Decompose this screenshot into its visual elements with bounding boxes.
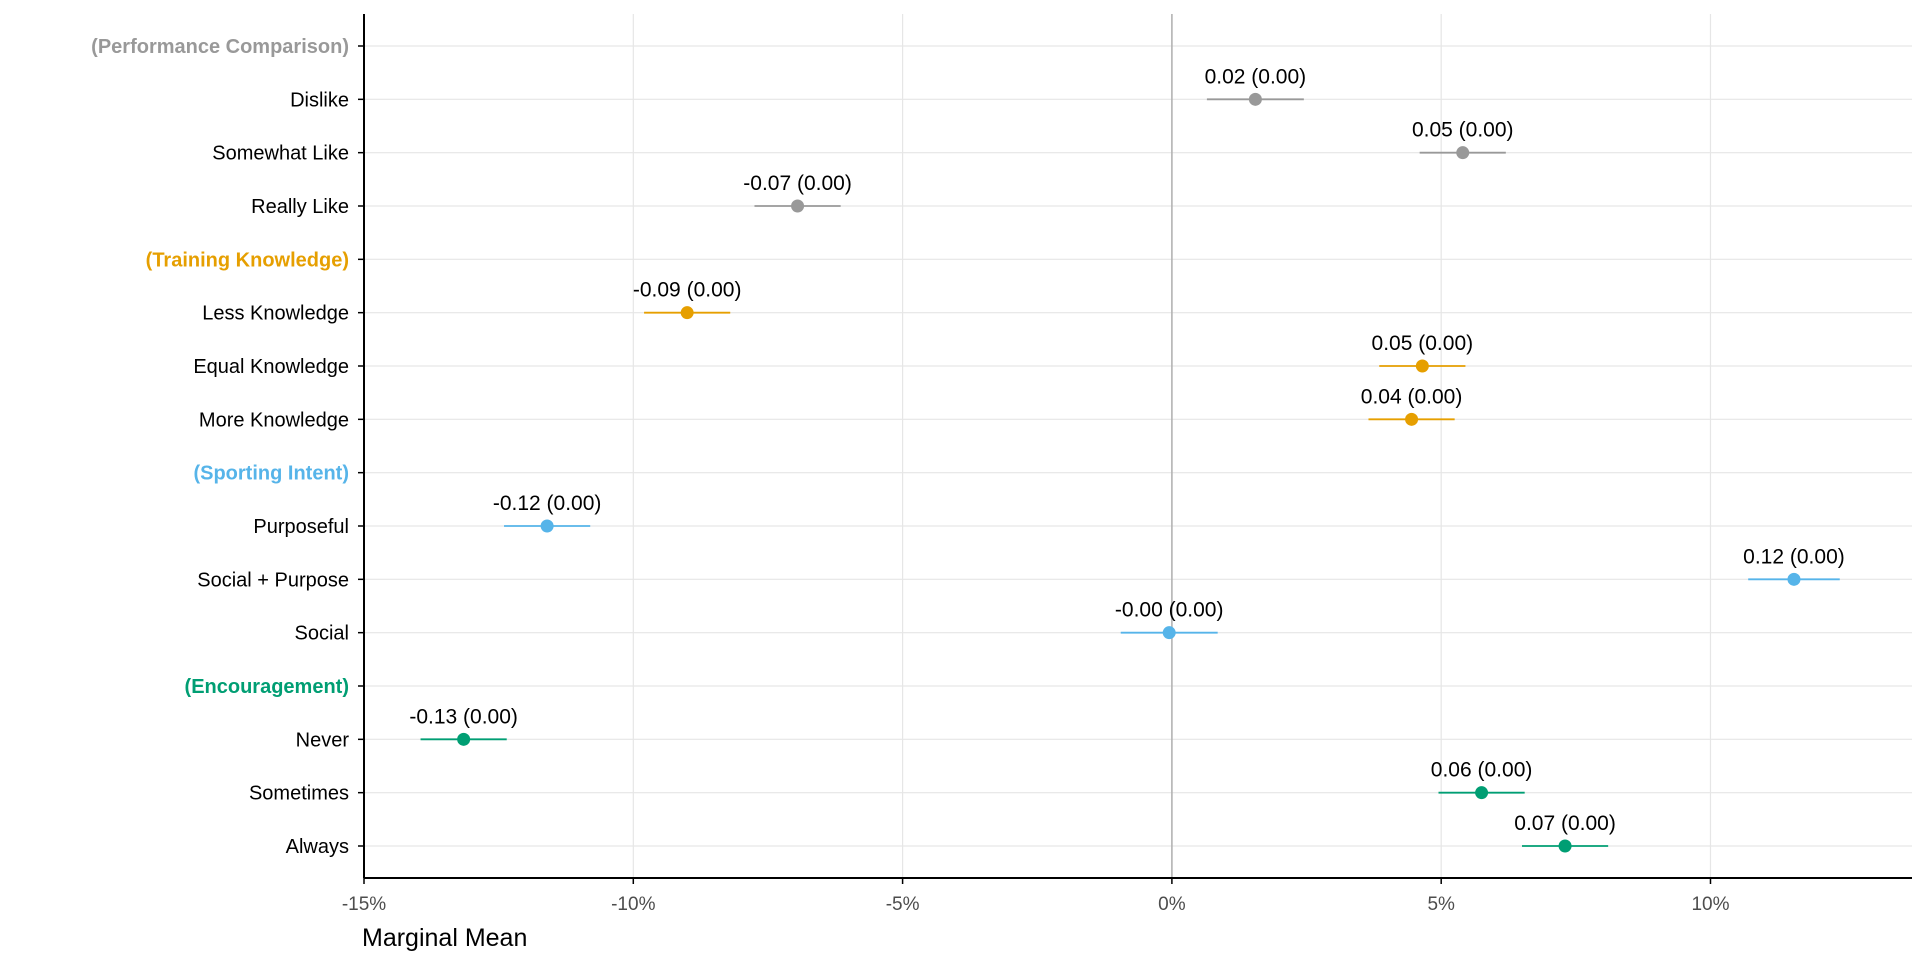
row-label: Never xyxy=(296,729,350,751)
x-axis-tick-labels: -15% -10% -5% 0% 5% 10% xyxy=(342,894,1730,915)
x-tick-label: 10% xyxy=(1691,894,1729,915)
row-label: Somewhat Like xyxy=(212,143,349,165)
data-point xyxy=(1456,146,1470,160)
data-label: 0.07 (0.00) xyxy=(1514,812,1616,835)
data-point xyxy=(1248,92,1262,106)
grid-layer xyxy=(363,14,1912,878)
row-label: Equal Knowledge xyxy=(193,356,349,378)
data-label: -0.12 (0.00) xyxy=(493,492,602,515)
data-label: 0.04 (0.00) xyxy=(1361,385,1463,408)
group-header-label: (Training Knowledge) xyxy=(146,249,349,271)
data-point xyxy=(540,519,554,533)
x-axis-title: Marginal Mean xyxy=(362,924,527,952)
row-label: Really Like xyxy=(251,196,349,218)
data-point xyxy=(1475,786,1489,800)
data-point xyxy=(680,306,694,320)
data-point xyxy=(1405,412,1419,426)
data-point xyxy=(1558,839,1572,853)
row-label: Always xyxy=(286,836,349,858)
y-axis-labels: (Performance Comparison) Dislike Somewhat … xyxy=(91,36,349,858)
x-tick-label: 5% xyxy=(1427,894,1455,915)
data-point xyxy=(457,732,471,746)
data-label: -0.09 (0.00) xyxy=(633,279,742,302)
data-marks xyxy=(420,92,1840,853)
row-label: Less Knowledge xyxy=(202,303,349,325)
data-point xyxy=(1787,572,1801,586)
data-label: 0.12 (0.00) xyxy=(1743,545,1845,568)
data-label: 0.05 (0.00) xyxy=(1372,332,1474,355)
row-label: Social xyxy=(295,623,349,645)
data-label: -0.13 (0.00) xyxy=(409,705,518,728)
data-label: 0.02 (0.00) xyxy=(1205,65,1307,88)
data-point xyxy=(1415,359,1429,373)
group-header-label: (Encouragement) xyxy=(185,676,349,698)
row-label: Social + Purpose xyxy=(197,569,349,591)
group-header-label: (Sporting Intent) xyxy=(193,463,349,485)
group-header-label: (Performance Comparison) xyxy=(91,36,349,58)
row-label: Sometimes xyxy=(249,783,349,805)
data-point xyxy=(791,199,805,213)
data-labels: 0.02 (0.00) 0.05 (0.00) -0.07 (0.00) -0.09 … xyxy=(409,65,1844,835)
data-label: 0.06 (0.00) xyxy=(1431,759,1533,782)
data-label: 0.05 (0.00) xyxy=(1412,119,1514,142)
x-tick-label: -15% xyxy=(342,894,386,915)
data-point xyxy=(1162,626,1176,640)
row-label: Dislike xyxy=(290,89,349,111)
data-label: -0.07 (0.00) xyxy=(743,172,852,195)
x-tick-label: -5% xyxy=(886,894,920,915)
x-tick-label: -10% xyxy=(611,894,655,915)
row-label: Purposeful xyxy=(253,516,349,538)
x-tick-label: 0% xyxy=(1158,894,1186,915)
row-label: More Knowledge xyxy=(199,409,349,431)
data-label: -0.00 (0.00) xyxy=(1115,599,1224,622)
axis-layer xyxy=(358,14,1912,884)
